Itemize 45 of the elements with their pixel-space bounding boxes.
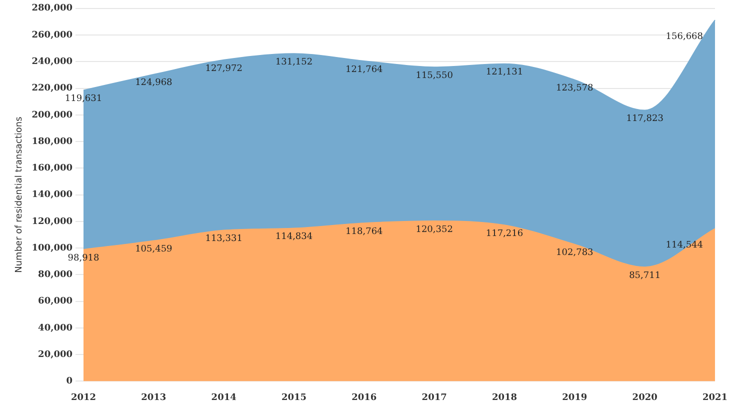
y-tick-label: 0 [66,376,73,387]
data-label: 98,918 [68,253,100,264]
y-tick-label: 140,000 [32,190,73,200]
data-label: 121,131 [486,68,524,78]
y-axis-title: Number of residential transactions [14,116,25,273]
y-tick-label: 60,000 [38,296,73,307]
y-tick-label: 180,000 [32,136,73,147]
data-label: 117,823 [626,114,664,124]
data-label: 127,972 [205,64,242,74]
data-label: 113,331 [205,234,242,244]
y-tick-label: 120,000 [32,216,73,227]
x-tick-label: 2015 [281,392,307,403]
x-tick-label: 2020 [632,392,658,403]
y-tick-label: 240,000 [32,57,73,67]
y-tick-label: 220,000 [32,84,73,94]
data-label: 118,764 [346,226,384,237]
data-label: 124,968 [135,78,173,88]
data-label: 156,668 [666,32,704,42]
x-tick-label: 2013 [141,392,166,403]
x-tick-label: 2019 [562,392,588,403]
data-label: 131,152 [275,58,313,68]
data-label: 114,834 [275,232,313,242]
x-tick-label: 2012 [70,392,96,403]
data-label: 120,352 [416,224,453,235]
data-label: 123,578 [556,84,594,94]
data-label: 121,764 [346,64,384,75]
data-label: 85,711 [629,270,661,281]
data-label: 115,550 [416,70,454,81]
y-tick-label: 200,000 [32,110,73,120]
data-label: 117,216 [486,228,524,239]
x-tick-label: 2018 [492,392,518,403]
y-tick-label: 20,000 [38,350,73,360]
y-tick-label: 80,000 [38,270,73,280]
data-label: 119,631 [64,94,102,104]
y-tick-label: 280,000 [32,4,73,14]
data-label: 105,459 [135,244,173,255]
y-tick-label: 260,000 [32,30,73,40]
y-tick-label: 160,000 [32,164,73,174]
y-tick-label: 100,000 [32,243,73,254]
x-tick-label: 2016 [352,392,377,403]
x-tick-label: 2017 [422,392,447,403]
x-tick-label: 2014 [211,392,236,403]
y-tick-label: 40,000 [38,323,73,334]
data-label: 102,783 [556,248,594,258]
x-tick-label: 2021 [702,392,728,403]
